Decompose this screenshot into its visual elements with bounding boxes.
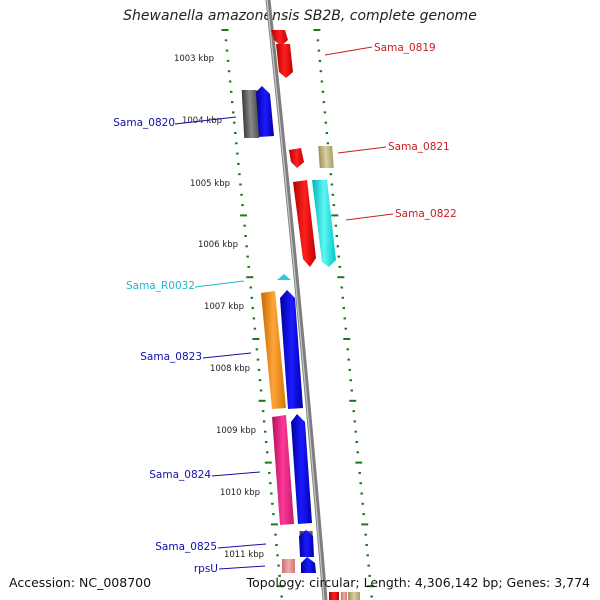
gene-bottom-red [329,592,339,600]
label-sama-0824[interactable]: Sama_0824 [149,469,211,481]
ruler-label-1008: 1008 kbp [210,364,250,374]
genome-backbone-highlight [266,0,325,600]
label-rpsu[interactable]: rpsU [194,563,218,575]
gene-rpsu [301,557,316,573]
label-sama-0820[interactable]: Sama_0820 [113,117,175,129]
ruler-label-1005: 1005 kbp [190,179,230,189]
ruler-label-1011: 1011 kbp [224,550,264,560]
ruler-label-1003: 1003 kbp [174,54,214,64]
label-sama-0819[interactable]: Sama_0819 [374,42,436,54]
gene-sama-0819-arrow [276,44,293,78]
ruler-label-1007: 1007 kbp [204,302,244,312]
ruler-label-1010: 1010 kbp [220,488,260,498]
gene-sama-0822 [312,180,336,267]
gene-bottom-salmon [341,592,347,600]
gene-sama-0824 [291,414,312,524]
gene-sama-0823-orange [261,291,286,409]
gene-labels: Sama_0819 Sama_0820 Sama_0821 Sama_0822 … [113,42,456,575]
gene-sama-0821-red [289,148,304,168]
genome-backbone [265,0,328,600]
gene-sama-0819-arrow-upper [271,30,288,46]
gene-sama-0825 [299,530,314,557]
leader-lines [174,46,394,570]
map-title: Shewanella amazonensis SB2B, complete ge… [123,8,477,24]
tick-ladders [221,29,375,598]
label-sama-0825[interactable]: Sama_0825 [155,541,217,553]
gene-sama-0821 [318,146,334,168]
ruler-label-1009: 1009 kbp [216,426,256,436]
gene-sama-0820 [256,86,274,137]
gene-bottom-khaki [348,592,360,600]
label-sama-0821[interactable]: Sama_0821 [388,141,450,153]
accession-text: Accession: NC_008700 [9,575,152,590]
gene-rpsu-salmon [282,559,295,573]
gene-sama-0824-pink [272,415,294,525]
label-sama-0823[interactable]: Sama_0823 [140,351,202,363]
gene-sama-0822-red [293,180,316,267]
gene-sama-r0032 [277,274,291,280]
gene-sama-0823 [280,290,303,409]
label-sama-r0032[interactable]: Sama_R0032 [126,280,195,292]
genome-summary-text: Topology: circular; Length: 4,306,142 bp… [246,575,590,590]
label-sama-0822[interactable]: Sama_0822 [395,208,457,220]
gene-sama-0820-grey [241,90,260,138]
ruler-label-1006: 1006 kbp [198,240,238,250]
